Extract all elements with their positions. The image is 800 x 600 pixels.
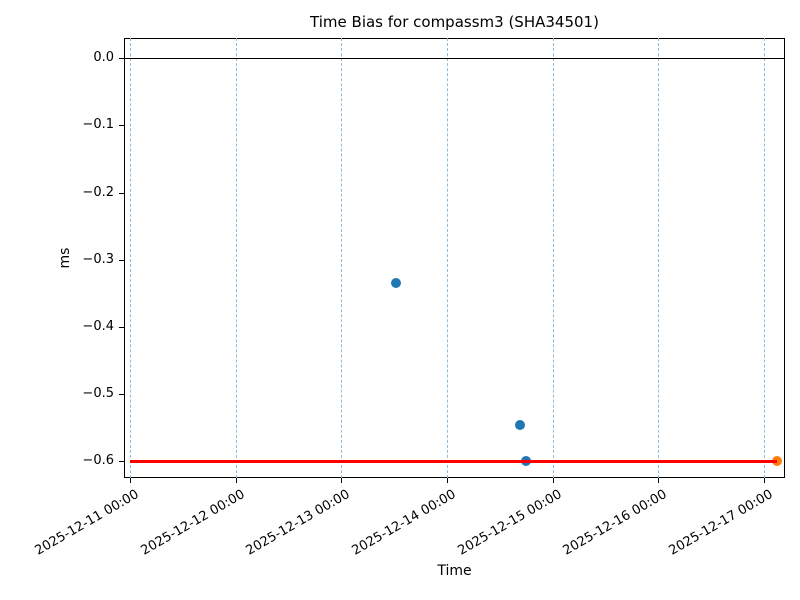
chart-title: Time Bias for compassm3 (SHA34501) <box>310 13 599 31</box>
x-gridline <box>447 38 448 478</box>
x-tick-label: 2025-12-16 00:00 <box>560 487 670 559</box>
y-tick-label: −0.5 <box>82 386 114 401</box>
y-tick-mark <box>119 394 124 395</box>
x-tick-label: 2025-12-17 00:00 <box>666 487 776 559</box>
y-tick-mark <box>119 193 124 194</box>
data-point-observed-bias <box>515 420 525 430</box>
y-tick-mark <box>119 327 124 328</box>
y-tick-mark <box>119 125 124 126</box>
y-tick-label: 0.0 <box>93 50 114 65</box>
x-gridline <box>236 38 237 478</box>
data-point-latest-bias <box>772 456 782 466</box>
x-tick-label: 2025-12-15 00:00 <box>455 487 565 559</box>
x-gridline <box>764 38 765 478</box>
x-tick-mark <box>236 478 237 483</box>
y-tick-mark <box>119 260 124 261</box>
x-gridline <box>553 38 554 478</box>
y-tick-mark <box>119 58 124 59</box>
x-gridline <box>130 38 131 478</box>
zero-line <box>124 58 785 59</box>
x-tick-label: 2025-12-14 00:00 <box>349 487 459 559</box>
series-bias-level <box>130 460 777 463</box>
x-tick-label: 2025-12-11 00:00 <box>32 487 142 559</box>
x-tick-mark <box>658 478 659 483</box>
y-tick-label: −0.6 <box>82 453 114 468</box>
x-tick-mark <box>130 478 131 483</box>
x-tick-mark <box>764 478 765 483</box>
plot-area <box>124 38 785 478</box>
y-tick-label: −0.4 <box>82 319 114 334</box>
x-tick-mark <box>553 478 554 483</box>
x-tick-label: 2025-12-13 00:00 <box>243 487 353 559</box>
x-tick-label: 2025-12-12 00:00 <box>138 487 248 559</box>
y-tick-label: −0.2 <box>82 185 114 200</box>
y-tick-label: −0.3 <box>82 252 114 267</box>
x-tick-mark <box>341 478 342 483</box>
x-tick-mark <box>447 478 448 483</box>
y-tick-mark <box>119 461 124 462</box>
x-axis-label: Time <box>437 563 472 579</box>
y-tick-label: −0.1 <box>82 117 114 132</box>
data-point-observed-bias <box>391 278 401 288</box>
x-gridline <box>341 38 342 478</box>
x-gridline <box>658 38 659 478</box>
